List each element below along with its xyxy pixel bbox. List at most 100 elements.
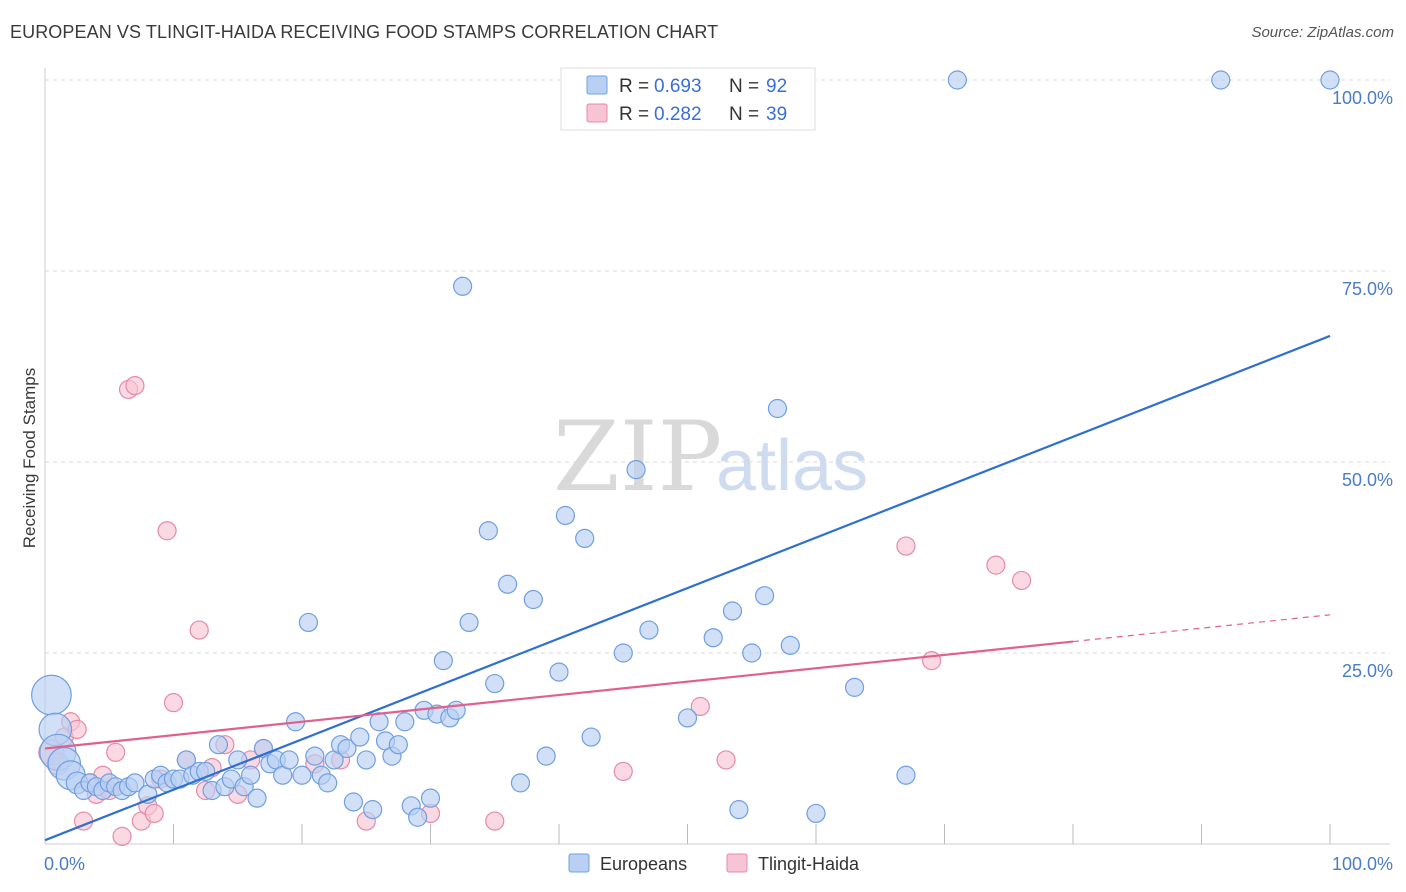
tlingit-haida-point-19 — [163, 693, 184, 713]
europeans-point-61 — [433, 651, 453, 671]
europeans-point-83 — [742, 643, 762, 663]
europeans-point-43 — [318, 773, 338, 793]
tlingit-haida-point-34 — [690, 696, 710, 717]
europeans-point-85 — [767, 398, 788, 419]
europeans-point-39 — [292, 765, 312, 785]
europeans-point-47 — [343, 792, 363, 812]
europeans-point-41 — [305, 746, 325, 766]
europeans-point-40 — [298, 612, 319, 633]
europeans-point-14 — [125, 773, 145, 793]
tlingit-haida-point-36 — [896, 536, 916, 556]
tlingit-haida-point-33 — [613, 761, 633, 782]
watermark-atlas: atlas — [716, 426, 868, 506]
europeans-point-91 — [1211, 70, 1231, 90]
europeans-point-92 — [1320, 70, 1340, 90]
europeans-point-57 — [408, 807, 428, 827]
tlingit-haida-trend-line — [44, 640, 1074, 750]
europeans-point-86 — [780, 635, 800, 655]
europeans-point-79 — [677, 708, 698, 728]
europeans-point-32 — [247, 788, 267, 808]
legend-n-label-1: N = — [729, 76, 759, 97]
bottom-legend-swatch-tlingit-haida — [726, 853, 748, 873]
tlingit-haida-point-39 — [1011, 570, 1032, 591]
legend-r-label-2: R = — [619, 104, 649, 125]
bottom-legend-swatch-europeans — [568, 853, 590, 873]
europeans-point-76 — [613, 643, 633, 663]
europeans-point-65 — [459, 612, 479, 633]
legend-r-value-1: 0.693 — [654, 76, 702, 97]
europeans-point-77 — [626, 460, 646, 480]
bottom-legend-tlingit-haida: Tlingit-Haida — [758, 854, 860, 874]
legend-n-label-2: N = — [729, 104, 759, 125]
bottom-legend-europeans: Europeans — [600, 854, 687, 874]
europeans-point-54 — [388, 735, 408, 755]
europeans-point-90 — [947, 70, 967, 90]
europeans-point-50 — [363, 800, 383, 820]
trend-lines — [44, 334, 1331, 842]
x-tick-label-1: 100.0% — [1332, 854, 1393, 874]
europeans-points — [31, 70, 1340, 827]
tlingit-haida-point-18 — [157, 521, 177, 541]
watermark: ZIP atlas — [553, 401, 868, 513]
legend-n-value-1: 92 — [766, 76, 787, 97]
europeans-point-70 — [523, 589, 543, 610]
tlingit-haida-point-11 — [112, 826, 132, 846]
legend-top: R = 0.693 N = 92 R = 0.282 N = 39 — [560, 67, 816, 131]
legend-swatch-europeans — [586, 75, 608, 95]
europeans-point-74 — [575, 528, 595, 549]
europeans-point-78 — [639, 620, 659, 640]
europeans-point-49 — [356, 750, 376, 770]
y-tick-label-2: 75.0% — [1342, 279, 1393, 299]
europeans-point-68 — [498, 574, 518, 594]
europeans-point-80 — [703, 628, 723, 648]
tlingit-haida-point-13 — [125, 376, 145, 396]
tlingit-haida-point-38 — [986, 555, 1006, 575]
watermark-zip: ZIP — [553, 401, 722, 513]
europeans-point-46 — [337, 738, 357, 759]
europeans-point-72 — [549, 662, 569, 682]
y-axis-title: Receiving Food Stamps — [20, 368, 39, 548]
europeans-point-73 — [555, 505, 576, 526]
europeans-point-81 — [722, 601, 743, 621]
legend-n-value-2: 39 — [766, 104, 787, 125]
europeans-point-59 — [420, 788, 441, 808]
y-tick-label-0: 25.0% — [1342, 661, 1393, 681]
tlingit-haida-point-21 — [189, 620, 209, 640]
europeans-point-26 — [208, 735, 229, 755]
europeans-point-0 — [31, 674, 72, 716]
europeans-point-75 — [581, 727, 601, 747]
grid — [45, 79, 1390, 654]
europeans-point-84 — [754, 586, 775, 606]
europeans-point-67 — [485, 673, 505, 694]
legend-r-value-2: 0.282 — [654, 104, 702, 125]
tlingit-haida-point-10 — [106, 742, 126, 762]
tlingit-haida-point-16 — [144, 803, 164, 824]
legend-bottom: Europeans Tlingit-Haida — [568, 853, 860, 874]
y-tick-label-1: 50.0% — [1342, 470, 1393, 490]
europeans-point-66 — [478, 521, 498, 541]
europeans-point-69 — [510, 773, 531, 793]
tlingit-haida-point-32 — [485, 811, 505, 831]
europeans-point-89 — [896, 765, 916, 785]
europeans-point-82 — [729, 800, 749, 820]
tick-labels: 25.0% 50.0% 75.0% 100.0% 0.0% 100.0% — [44, 88, 1393, 874]
europeans-point-31 — [241, 765, 261, 785]
europeans-point-71 — [536, 746, 556, 766]
europeans-point-64 — [453, 276, 473, 296]
europeans-point-55 — [395, 712, 415, 732]
europeans-point-48 — [350, 727, 370, 747]
chart-title: EUROPEAN VS TLINGIT-HAIDA RECEIVING FOOD… — [10, 22, 719, 42]
europeans-point-37 — [279, 750, 299, 770]
tlingit-haida-point-37 — [922, 651, 942, 671]
chart-source: Source: ZipAtlas.com — [1251, 24, 1394, 41]
legend-swatch-tlingit-haida — [586, 103, 608, 123]
axes — [44, 68, 1390, 845]
europeans-point-87 — [806, 803, 826, 824]
europeans-point-88 — [844, 677, 865, 697]
tlingit-haida-point-35 — [716, 750, 736, 770]
europeans-trend-line — [44, 334, 1331, 842]
y-tick-label-3: 100.0% — [1332, 88, 1393, 108]
tlingit-haida-trend-extension — [1072, 614, 1331, 643]
legend-r-label-1: R = — [619, 76, 649, 97]
